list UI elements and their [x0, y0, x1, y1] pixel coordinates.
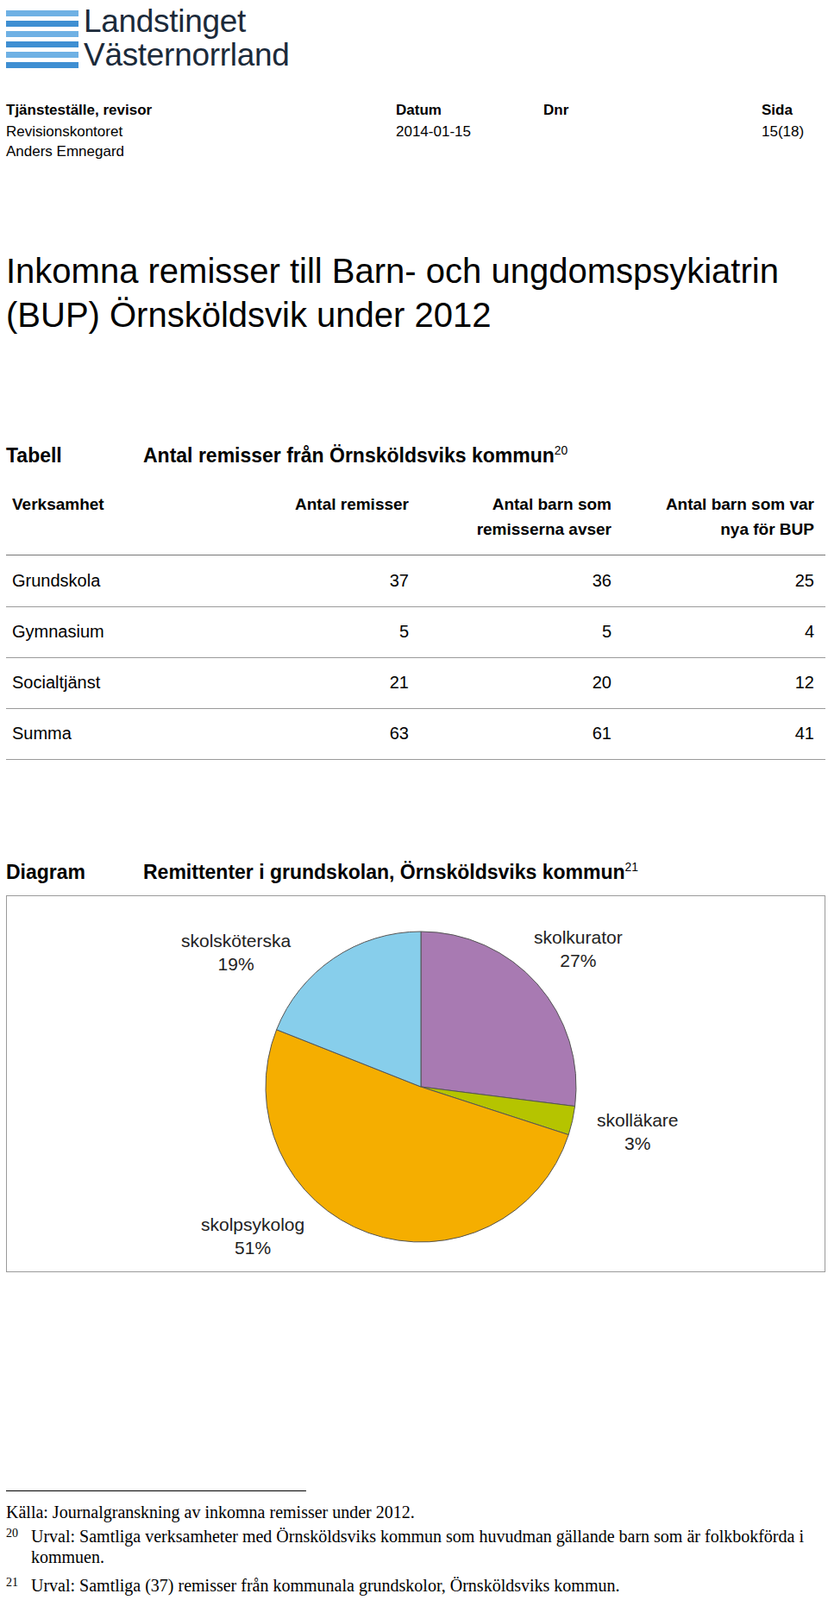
html-text:Antal remisser från Örnsköldsv: Antal remisser från Örnsköldsviks kommun…: [143, 444, 568, 467]
html-text:Grundskola: Grundskola: [12, 570, 101, 590]
html-text:Dnr: Dnr: [543, 101, 569, 119]
html-text:Diagram: Diagram: [6, 860, 86, 884]
html-text:(BUP) Örnsköldsvik under 2012: (BUP) Örnsköldsvik under 2012: [6, 295, 492, 334]
html-text:41: 41: [795, 723, 815, 743]
html-text:20: 20: [6, 1526, 19, 1540]
html-text:Tabell: Tabell: [6, 444, 62, 467]
html-text:Antal barn som var: Antal barn som var: [665, 495, 815, 514]
html-text:5: 5: [399, 621, 409, 641]
html-text:Verksamhet: Verksamhet: [12, 495, 105, 514]
html-text:Datum: Datum: [395, 101, 442, 119]
html-text:Urval: Samtliga (37) remisser: Urval: Samtliga (37) remisser från kommu…: [31, 1575, 620, 1595]
html-text:remisserna avser: remisserna avser: [476, 520, 612, 539]
html-text:Antal barn som: Antal barn som: [492, 495, 612, 514]
html-text:Gymnasium: Gymnasium: [12, 621, 105, 641]
html-text:Summa: Summa: [12, 723, 72, 743]
html-text:Remittenter i grundskolan, Örn: Remittenter i grundskolan, Örnsköldsviks…: [143, 860, 639, 884]
html-text:Socialtjänst: Socialtjänst: [12, 672, 101, 692]
html-text:Inkomna remisser till Barn- oc: Inkomna remisser till Barn- och ungdomsp…: [6, 251, 779, 290]
html-text:Anders Emnegard: Anders Emnegard: [6, 143, 125, 160]
html-text:nya för BUP: nya för BUP: [720, 520, 815, 539]
html-text:Tjänsteställe, revisor: Tjänsteställe, revisor: [6, 101, 152, 119]
svg-text:skolsköterska19%: skolsköterska19%: [181, 930, 292, 974]
svg-text:skolläkare3%: skolläkare3%: [596, 1110, 679, 1154]
html-text:2014-01-15: 2014-01-15: [395, 123, 471, 140]
svg-text:skolkurator27%: skolkurator27%: [533, 927, 623, 971]
html-text:Landstinget: Landstinget: [83, 3, 246, 39]
svg-text:skolpsykolog51%: skolpsykolog51%: [200, 1214, 305, 1258]
html-text:15(18): 15(18): [761, 123, 804, 140]
html-text:36: 36: [592, 570, 612, 590]
html-text:Västernorrland: Västernorrland: [83, 37, 290, 73]
html-text:12: 12: [795, 672, 815, 692]
html-text:37: 37: [389, 570, 409, 590]
html-text:Källa: Journalgranskning av in: Källa: Journalgranskning av inkomna remi…: [6, 1502, 415, 1522]
html-text:Revisionskontoret: Revisionskontoret: [6, 123, 123, 140]
html-text:Sida: Sida: [761, 101, 793, 119]
html-text:21: 21: [389, 672, 409, 692]
html-text:21: 21: [6, 1575, 19, 1589]
html-text:63: 63: [389, 723, 409, 743]
html-text:Urval: Samtliga verksamheter m: Urval: Samtliga verksamheter med Örnsköl…: [31, 1526, 804, 1567]
html-text:5: 5: [601, 621, 612, 641]
html-text:25: 25: [795, 570, 815, 590]
html-text:20: 20: [592, 672, 612, 692]
html-text:4: 4: [804, 621, 815, 641]
html-text:61: 61: [592, 723, 612, 743]
html-text:Antal remisser: Antal remisser: [294, 495, 409, 514]
